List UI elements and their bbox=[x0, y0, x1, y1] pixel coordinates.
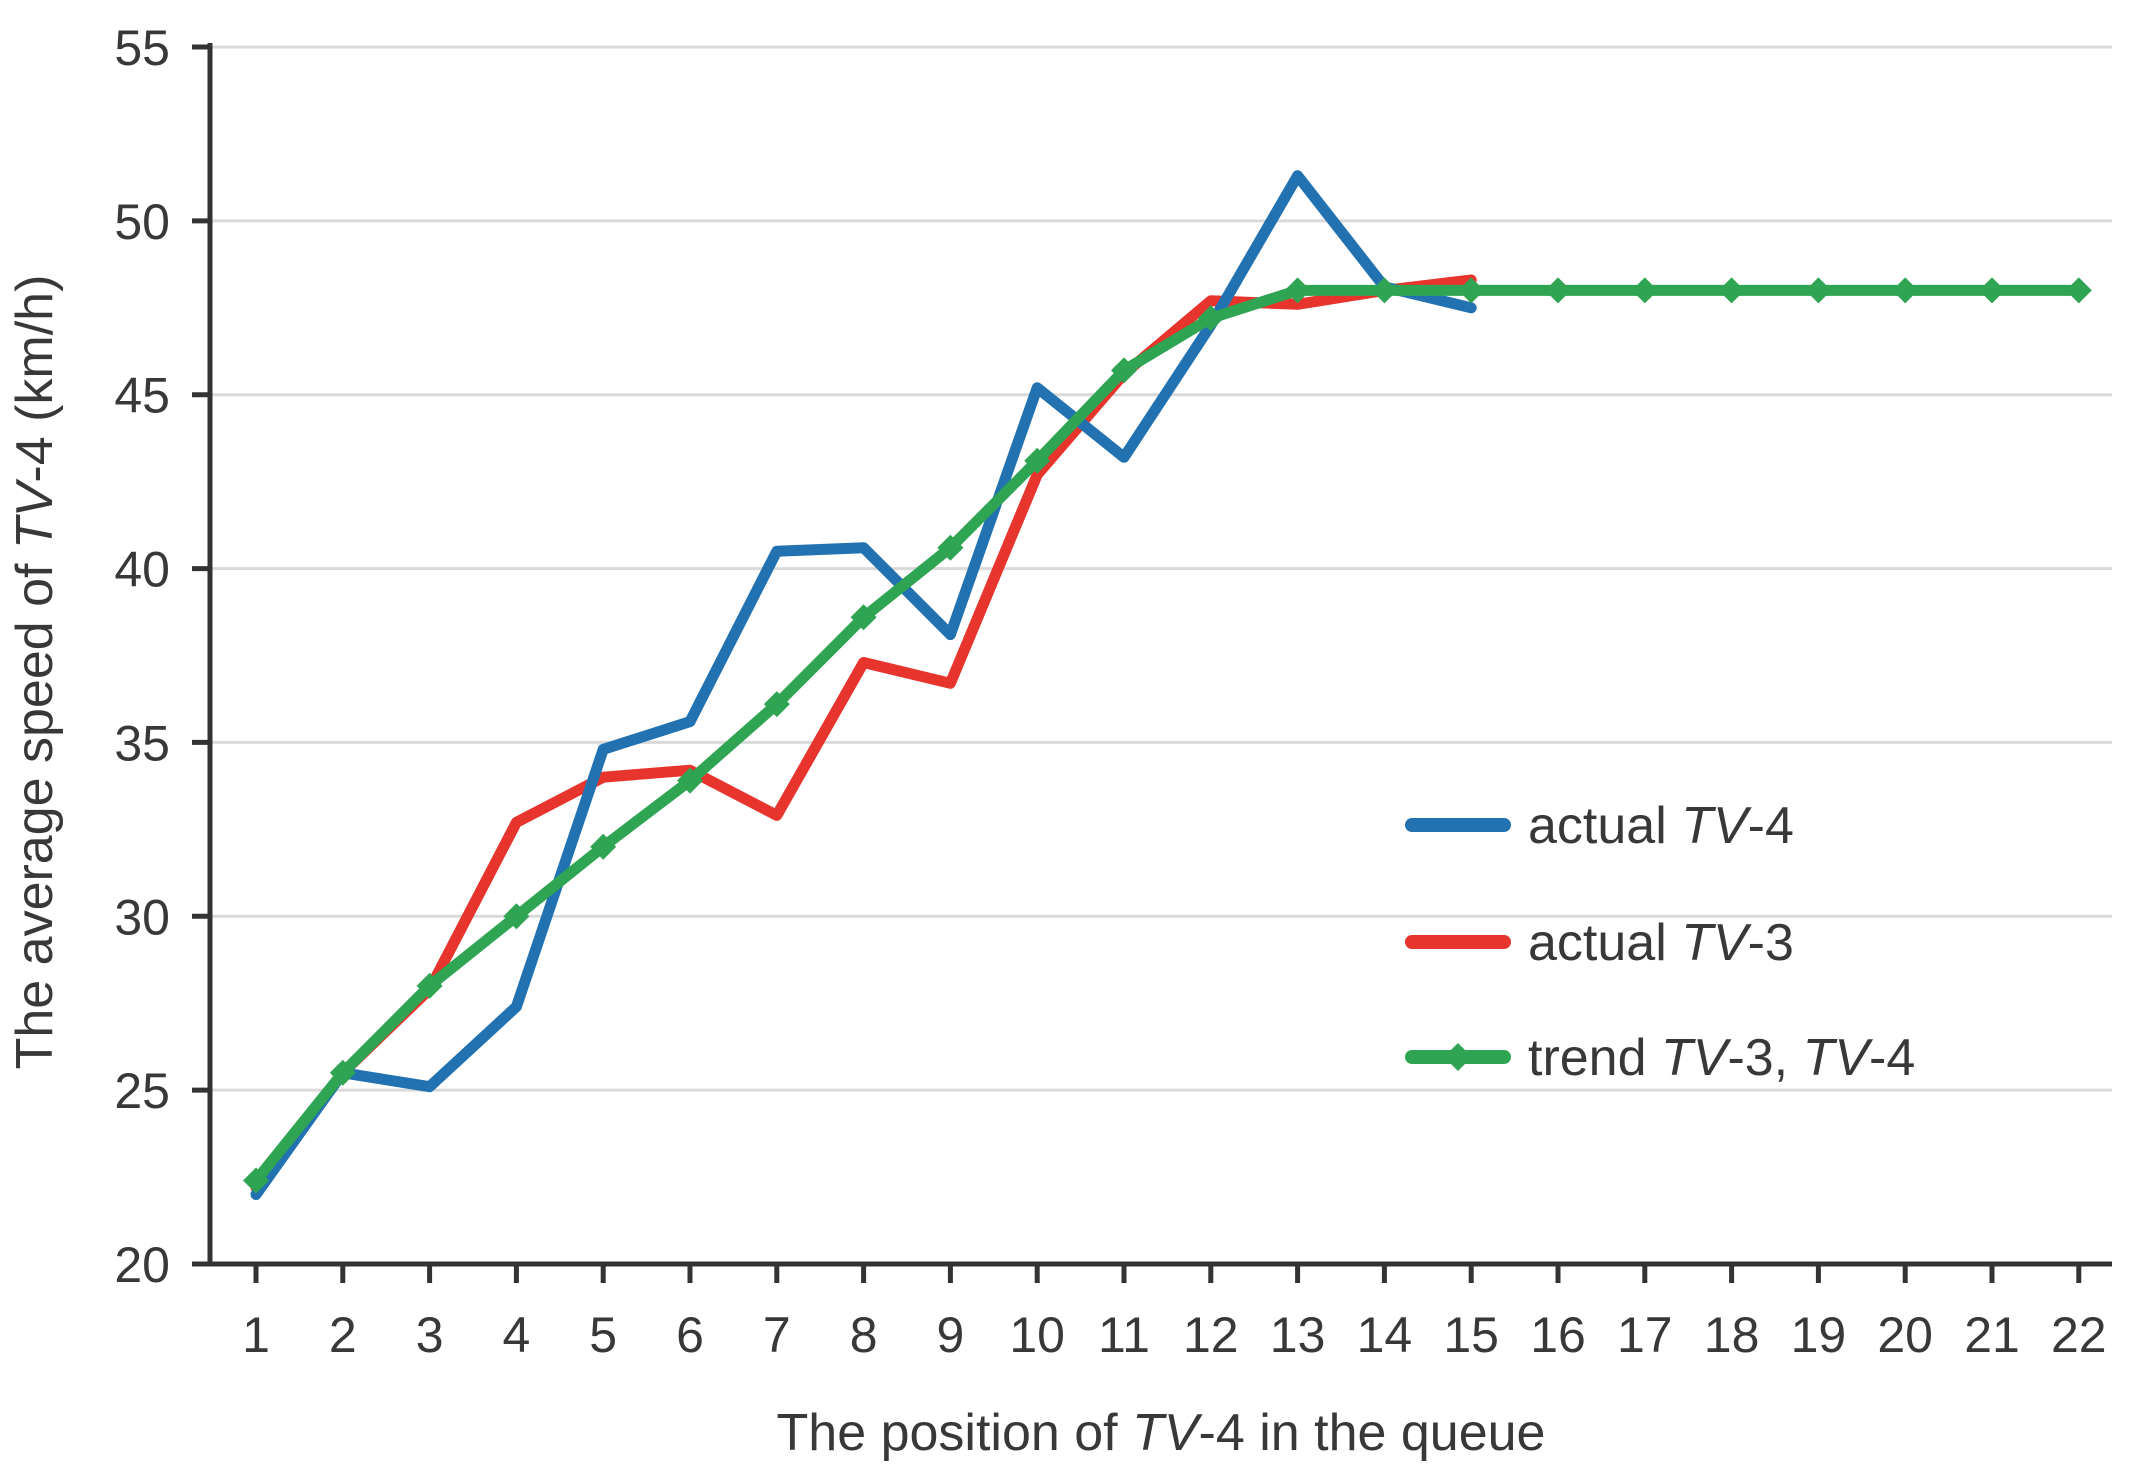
series-line-actual-tv-4 bbox=[250, 170, 1477, 1200]
marker-diamond-x8 bbox=[850, 604, 877, 631]
series-line-trend-tv-3-tv-4 bbox=[250, 284, 2085, 1186]
legend-item-actual-tv3: actual TV-3 bbox=[1405, 914, 1794, 972]
marker-diamond-x4 bbox=[503, 903, 530, 930]
marker-diamond-x7 bbox=[763, 691, 790, 718]
x-tick-label-15: 15 bbox=[1443, 1307, 1499, 1363]
y-tick-label-30: 30 bbox=[114, 889, 170, 945]
y-tick-label-40: 40 bbox=[114, 542, 170, 598]
marker-diamond-x9 bbox=[937, 534, 964, 561]
marker-diamond-x13 bbox=[1284, 277, 1311, 304]
x-tick-label-1: 1 bbox=[242, 1307, 270, 1363]
x-tick-label-18: 18 bbox=[1704, 1307, 1760, 1363]
x-axis-title: The position of TV-4 in the queue bbox=[777, 1404, 1546, 1462]
marker-diamond-x6 bbox=[677, 767, 703, 794]
x-tick-label-3: 3 bbox=[416, 1307, 444, 1363]
x-tick-label-7: 7 bbox=[763, 1307, 791, 1363]
x-tick-label-4: 4 bbox=[502, 1307, 530, 1363]
x-tick-label-12: 12 bbox=[1183, 1307, 1239, 1363]
marker-diamond-x14 bbox=[1371, 277, 1398, 304]
x-tick-label-5: 5 bbox=[589, 1307, 617, 1363]
marker-diamond-x19 bbox=[1805, 277, 1832, 304]
x-tick-label-6: 6 bbox=[676, 1307, 704, 1363]
y-axis-title: The average speed of TV-4 (km/h) bbox=[6, 275, 64, 1070]
y-tick-label-35: 35 bbox=[114, 715, 170, 771]
series-layer bbox=[243, 170, 2092, 1200]
legend-label-trend: trend TV-3, TV-4 bbox=[1528, 1029, 1915, 1087]
y-tick-label-20: 20 bbox=[114, 1237, 170, 1293]
y-tick-label-45: 45 bbox=[114, 368, 170, 424]
x-tick-label-11: 11 bbox=[1098, 1307, 1150, 1363]
marker-diamond-x10 bbox=[1024, 447, 1051, 474]
marker-diamond-x2 bbox=[329, 1059, 356, 1086]
x-tick-label-10: 10 bbox=[1009, 1307, 1065, 1363]
x-tick-label-13: 13 bbox=[1270, 1307, 1326, 1363]
marker-diamond-x21 bbox=[1979, 277, 2005, 304]
x-tick-label-2: 2 bbox=[329, 1307, 357, 1363]
legend-label-actual-tv3: actual TV-3 bbox=[1528, 914, 1794, 972]
x-tick-label-21: 21 bbox=[1964, 1307, 2020, 1363]
legend-item-trend-tv3-tv4: trend TV-3, TV-4 bbox=[1405, 1029, 1915, 1087]
marker-diamond-x17 bbox=[1631, 277, 1658, 304]
x-tick-label-16: 16 bbox=[1530, 1307, 1586, 1363]
legend-label-actual-tv4: actual TV-4 bbox=[1528, 797, 1794, 855]
marker-diamond-x18 bbox=[1718, 277, 1745, 304]
x-tick-label-9: 9 bbox=[936, 1307, 964, 1363]
marker-diamond-x15 bbox=[1458, 277, 1485, 304]
legend-item-actual-tv4: actual TV-4 bbox=[1405, 797, 1794, 855]
series-line-actual-tv-3 bbox=[250, 274, 1477, 1193]
marker-diamond-x5 bbox=[590, 833, 617, 860]
marker-diamond-x3 bbox=[416, 972, 443, 999]
legend: actual TV-4 actual TV-3 trend TV-3, TV-4 bbox=[1405, 797, 1915, 1087]
x-tick-label-20: 20 bbox=[1877, 1307, 1933, 1363]
y-tick-label-50: 50 bbox=[114, 194, 170, 250]
marker-diamond-x20 bbox=[1892, 277, 1919, 304]
marker-diamond-x22 bbox=[2065, 277, 2092, 304]
x-tick-label-14: 14 bbox=[1357, 1307, 1413, 1363]
legend-diamond-marker-icon bbox=[1444, 1043, 1472, 1071]
marker-diamond-x11 bbox=[1111, 357, 1137, 384]
y-tick-label-55: 55 bbox=[114, 20, 170, 76]
x-tick-label-8: 8 bbox=[850, 1307, 878, 1363]
x-tick-label-17: 17 bbox=[1617, 1307, 1673, 1363]
marker-diamond-x16 bbox=[1545, 277, 1571, 304]
x-tick-label-22: 22 bbox=[2051, 1307, 2107, 1363]
y-tick-label-25: 25 bbox=[114, 1063, 170, 1119]
x-tick-label-19: 19 bbox=[1791, 1307, 1847, 1363]
marker-diamond-x12 bbox=[1197, 305, 1224, 332]
marker-diamond-x1 bbox=[243, 1167, 269, 1194]
